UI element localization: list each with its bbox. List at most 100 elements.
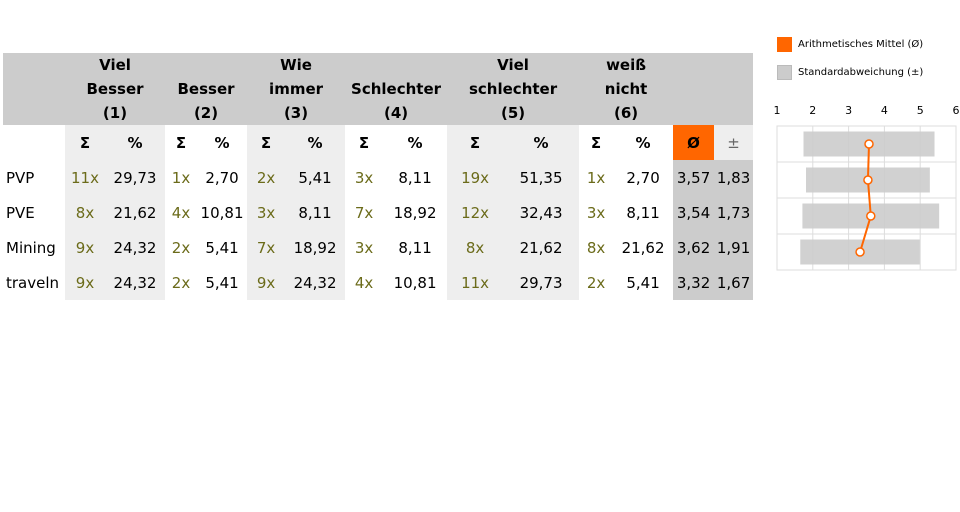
subheader-pct: % [635,133,651,152]
percent-cell: 8,11 [626,203,660,222]
mean-cell: 3,62 [673,230,715,265]
header-col-4: Schlechter (4) [345,53,448,125]
percent-cell: 21,62 [105,195,166,230]
percent-cell: 18,92 [285,230,346,265]
percent-cell: 5,41 [285,160,346,195]
subheader-empty [3,125,65,160]
count-cell: 3x [586,203,606,222]
table-row: Mining 9x 24,32 2x 5,41 7x 18,92 3x 8,11 8x 21,62 8… [3,230,754,265]
header-col-3: Wie immer (3) [247,53,346,125]
percent-cell: 8,11 [398,238,432,257]
mean-point [866,211,876,221]
mean-point [855,247,865,257]
legend-sd-swatch [777,65,792,80]
sd-cell: 1,91 [714,230,754,265]
count-cell: 1x [586,168,606,187]
table-row: PVP 11x 29,73 1x 2,70 2x 5,41 3x 8,11 19x 51,35 1x 2… [3,160,754,195]
subheader-pct: % [503,125,580,160]
count-cell: 1x [171,168,191,187]
legend-mean-swatch [777,37,792,52]
count-cell: 8x [65,195,105,230]
subheader-sum: Σ [590,133,602,152]
mean-sd-chart: 1 2 3 4 5 6 [774,104,960,271]
count-cell: 8x [586,238,606,257]
count-cell: 2x [247,160,286,195]
table-subheader-row: Σ % Σ % Σ % Σ % Σ % Σ % Ø ± [3,125,754,160]
percent-cell: 24,32 [285,265,346,300]
count-cell: 11x [447,265,504,300]
count-cell: 9x [65,230,105,265]
mean-cell: 3,54 [673,195,715,230]
count-cell: 11x [65,160,105,195]
percent-cell: 32,43 [503,195,580,230]
count-cell: 2x [171,273,191,292]
count-cell: 7x [354,203,374,222]
legend-mean-label: Arithmetisches Mittel (Ø) [798,39,924,50]
subheader-pct: % [105,125,166,160]
percent-cell: 29,73 [503,265,580,300]
mean-point [864,139,874,149]
percent-cell: 8,11 [398,168,432,187]
count-cell: 7x [247,230,286,265]
header-col-6: weiß nicht (6) [579,53,674,125]
percent-cell: 29,73 [105,160,166,195]
sd-cell: 1,83 [714,160,754,195]
subheader-pct: % [214,133,230,152]
legend-mean: Arithmetisches Mittel (Ø) [777,37,923,52]
x-tick-label: 3 [845,104,852,117]
sd-cell: 1,67 [714,265,754,300]
subheader-sum: Σ [247,125,286,160]
count-cell: 4x [171,203,191,222]
x-tick-label: 4 [881,104,888,117]
legend-sd: Standardabweichung (±) [777,65,923,80]
row-label: Mining [6,238,56,257]
percent-cell: 21,62 [621,238,665,257]
percent-cell: 2,70 [205,168,239,187]
subheader-pct: % [285,125,346,160]
subheader-sum: Σ [447,125,504,160]
x-tick-label: 6 [953,104,960,117]
percent-cell: 18,92 [393,203,437,222]
count-cell: 2x [586,273,606,292]
survey-table: Viel Besser (1) Besser (2) Wie immer (3) Schl… [3,53,754,300]
count-cell: 3x [354,168,374,187]
x-tick-label: 5 [917,104,924,117]
sd-cell: 1,73 [714,195,754,230]
header-stats [673,53,754,125]
subheader-mean: Ø [673,125,715,160]
count-cell: 9x [65,265,105,300]
percent-cell: 5,41 [205,273,239,292]
percent-cell: 5,41 [205,238,239,257]
subheader-sd: ± [714,125,754,160]
count-cell: 3x [247,195,286,230]
mean-cell: 3,57 [673,160,715,195]
count-cell: 9x [247,265,286,300]
header-empty [3,53,65,125]
count-cell: 3x [354,238,374,257]
percent-cell: 24,32 [105,265,166,300]
legend-sd-label: Standardabweichung (±) [798,67,924,78]
x-tick-label: 2 [809,104,816,117]
table-row: traveln 9x 24,32 2x 5,41 9x 24,32 4x 10,81 11x 29,… [3,265,754,300]
subheader-sum: Σ [65,125,105,160]
percent-cell: 5,41 [626,273,660,292]
percent-cell: 8,11 [285,195,346,230]
count-cell: 12x [447,195,504,230]
percent-cell: 10,81 [393,273,437,292]
subheader-pct: % [407,133,423,152]
count-cell: 19x [447,160,504,195]
table-row: PVE 8x 21,62 4x 10,81 3x 8,11 7x 18,92 12x 32,43 3x… [3,195,754,230]
header-col-5: Viel schlechter (5) [447,53,580,125]
header-col-2: Besser (2) [165,53,248,125]
subheader-sum: Σ [175,133,187,152]
percent-cell: 2,70 [626,168,660,187]
percent-cell: 24,32 [105,230,166,265]
table-header-row: Viel Besser (1) Besser (2) Wie immer (3) Schl… [3,53,754,125]
row-label: PVP [6,168,35,187]
count-cell: 2x [171,238,191,257]
row-label: PVE [6,203,35,222]
percent-cell: 51,35 [503,160,580,195]
mean-point [863,175,873,185]
percent-cell: 10,81 [200,203,244,222]
percent-cell: 21,62 [503,230,580,265]
